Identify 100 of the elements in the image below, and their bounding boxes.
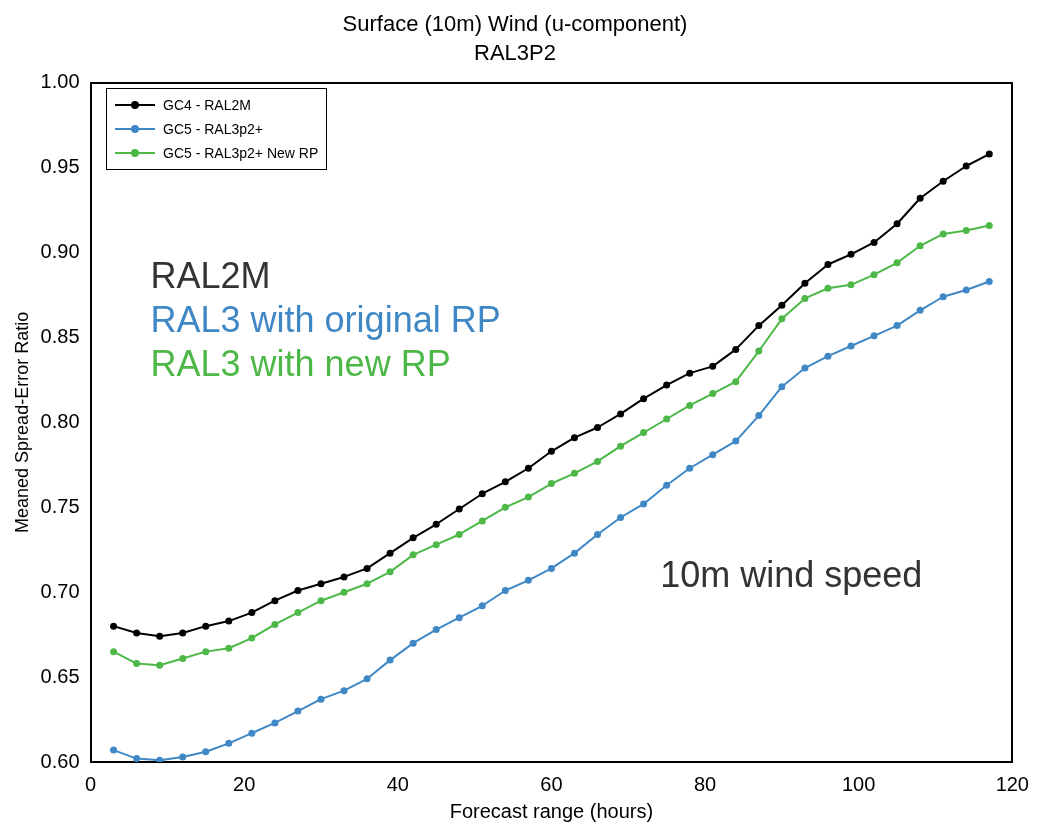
point xyxy=(870,332,878,340)
point xyxy=(962,162,970,170)
point xyxy=(847,250,855,258)
x-tick-label: 20 xyxy=(233,772,256,795)
point xyxy=(640,429,648,437)
point xyxy=(133,629,141,637)
point xyxy=(778,301,786,309)
point xyxy=(271,597,279,605)
point xyxy=(340,573,348,581)
y-tick-label: 0.85 xyxy=(40,325,80,348)
point xyxy=(594,423,602,431)
point xyxy=(478,602,486,610)
point xyxy=(916,194,924,202)
annotation: 10m wind speed xyxy=(660,554,923,596)
point xyxy=(156,661,164,669)
point xyxy=(133,755,141,762)
point xyxy=(755,322,763,330)
point xyxy=(847,342,855,350)
point xyxy=(801,364,809,372)
point xyxy=(916,242,924,250)
x-tick-label: 80 xyxy=(693,772,717,795)
point xyxy=(386,568,394,576)
point xyxy=(640,395,648,403)
point xyxy=(409,639,417,647)
x-axis-title: Forecast range (hours) xyxy=(449,799,654,822)
point xyxy=(916,306,924,314)
point xyxy=(893,259,901,267)
point xyxy=(755,412,763,420)
point xyxy=(985,150,993,158)
point xyxy=(524,464,532,472)
point xyxy=(202,648,210,656)
point xyxy=(133,660,141,668)
y-tick-label: 0.95 xyxy=(40,155,80,178)
point xyxy=(455,505,463,513)
point xyxy=(386,656,394,664)
point xyxy=(570,549,578,557)
point xyxy=(524,576,532,584)
point xyxy=(732,378,740,386)
legend-label: GC4 - RAL2M xyxy=(163,96,251,115)
point xyxy=(317,580,325,588)
point xyxy=(524,493,532,501)
y-tick-label: 0.80 xyxy=(40,409,80,432)
point xyxy=(893,322,901,330)
x-tick-label: 60 xyxy=(540,772,563,795)
point xyxy=(179,629,187,637)
point xyxy=(455,614,463,622)
point xyxy=(709,390,717,398)
x-tick-label: 0 xyxy=(84,772,97,795)
point xyxy=(179,753,187,761)
point xyxy=(939,230,947,238)
annotation: RAL3 with original RP xyxy=(150,298,501,340)
point xyxy=(225,617,233,625)
point xyxy=(317,695,325,703)
point xyxy=(340,588,348,596)
point xyxy=(110,648,118,656)
point xyxy=(594,530,602,538)
point xyxy=(294,609,302,617)
y-tick-label: 1.00 xyxy=(40,70,80,93)
point xyxy=(110,746,118,754)
point xyxy=(962,286,970,294)
point xyxy=(824,284,832,292)
point xyxy=(801,294,809,302)
annotation: RAL2M xyxy=(150,254,271,296)
chart-subtitle: RAL3P2 xyxy=(474,39,556,65)
point xyxy=(179,654,187,662)
chart-title: Surface (10m) Wind (u-component) xyxy=(342,11,688,37)
point xyxy=(478,490,486,498)
point xyxy=(248,729,256,737)
point xyxy=(202,748,210,756)
point xyxy=(432,520,440,528)
point xyxy=(478,517,486,525)
point xyxy=(156,632,164,640)
point xyxy=(778,315,786,323)
point xyxy=(594,457,602,465)
point xyxy=(686,369,694,377)
point xyxy=(547,447,555,455)
point xyxy=(570,469,578,477)
point xyxy=(847,281,855,289)
point xyxy=(870,238,878,246)
point xyxy=(640,500,648,508)
x-tick-label: 120 xyxy=(995,772,1029,795)
point xyxy=(225,739,233,747)
point xyxy=(409,534,417,542)
point xyxy=(156,756,164,762)
point xyxy=(363,580,371,588)
point xyxy=(110,622,118,630)
point xyxy=(455,530,463,538)
point xyxy=(294,587,302,594)
point xyxy=(547,564,555,572)
point xyxy=(985,221,993,229)
point xyxy=(617,513,625,521)
point xyxy=(686,464,694,472)
point xyxy=(432,626,440,634)
y-tick-label: 0.90 xyxy=(40,240,80,263)
point xyxy=(985,277,993,285)
legend-label: GC5 - RAL3p2+ xyxy=(163,120,263,139)
point xyxy=(363,564,371,572)
y-axis-title: Meaned Spread-Error Ratio xyxy=(11,311,32,533)
point xyxy=(294,707,302,715)
point xyxy=(271,620,279,628)
